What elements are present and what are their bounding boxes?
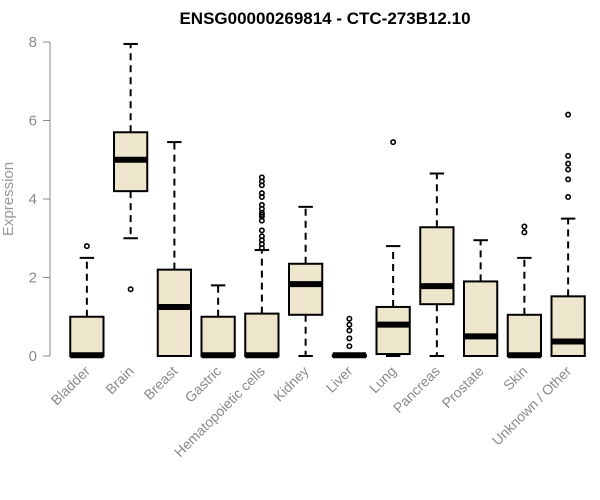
box-body <box>244 312 280 357</box>
box-body <box>463 280 499 357</box>
chart-title: ENSG00000269814 - CTC-273B12.10 <box>179 9 470 28</box>
y-tick-label: 2 <box>29 270 37 287</box>
y-axis-label: Expression <box>0 162 17 236</box>
x-tick-label: Pancreas <box>390 363 443 416</box>
x-tick-label: Unknown / Other <box>489 363 575 449</box>
outlier-point <box>565 160 572 167</box>
box-body <box>200 315 236 357</box>
box-body <box>506 313 542 358</box>
outlier-point <box>346 335 353 342</box>
x-tick-label: Prostate <box>439 363 487 411</box>
y-tick-label: 4 <box>29 191 37 208</box>
box-body <box>156 268 192 357</box>
outlier-point <box>346 343 353 350</box>
box-prostate <box>463 239 499 357</box>
box-brain <box>113 42 149 293</box>
box-breast <box>156 141 192 357</box>
x-tick-label: Skin <box>500 363 531 394</box>
outlier-point <box>83 243 90 250</box>
x-tick-label: Breast <box>141 363 181 403</box>
box-body <box>375 305 411 356</box>
y-tick-label: 8 <box>29 34 37 51</box>
outlier-point <box>127 286 134 293</box>
outlier-point <box>390 139 397 146</box>
outlier-point <box>346 315 353 322</box>
box-body <box>69 315 105 357</box>
box-lung <box>375 139 411 357</box>
box-body <box>550 295 586 357</box>
outlier-point <box>565 111 572 118</box>
box-gastric <box>200 284 236 359</box>
x-tick-label: Bladder <box>48 363 94 409</box>
outlier-point <box>565 176 572 183</box>
outlier-point <box>258 190 265 197</box>
outlier-point <box>258 201 265 208</box>
boxes-group <box>69 42 586 359</box>
y-tick-label: 6 <box>29 113 37 130</box>
outlier-point <box>258 174 265 181</box>
box-skin <box>506 223 542 359</box>
x-tick-label: Brain <box>102 363 136 397</box>
outlier-point <box>565 152 572 159</box>
outlier-point <box>521 229 528 236</box>
outlier-point <box>521 223 528 230</box>
x-tick-label: Gastric <box>182 363 225 406</box>
x-tick-label: Lung <box>366 363 399 396</box>
outlier-point <box>565 166 572 173</box>
x-tick-label: Liver <box>323 363 356 396</box>
box-bladder <box>69 243 105 359</box>
outlier-point <box>346 327 353 334</box>
x-tick-label: Kidney <box>270 363 312 405</box>
outlier-point <box>565 194 572 201</box>
y-tick-label: 0 <box>29 348 37 365</box>
box-unknown-other <box>550 111 586 357</box>
box-liver <box>331 315 367 359</box>
outlier-point <box>258 227 265 234</box>
outlier-point <box>258 233 265 240</box>
box-kidney <box>288 205 324 357</box>
outlier-point <box>346 321 353 328</box>
box-body <box>288 262 324 316</box>
y-axis: 0 2 4 6 8 <box>29 34 51 365</box>
box-body <box>419 226 455 306</box>
box-hematopoietic-cells <box>244 174 280 359</box>
box-pancreas <box>419 172 455 357</box>
